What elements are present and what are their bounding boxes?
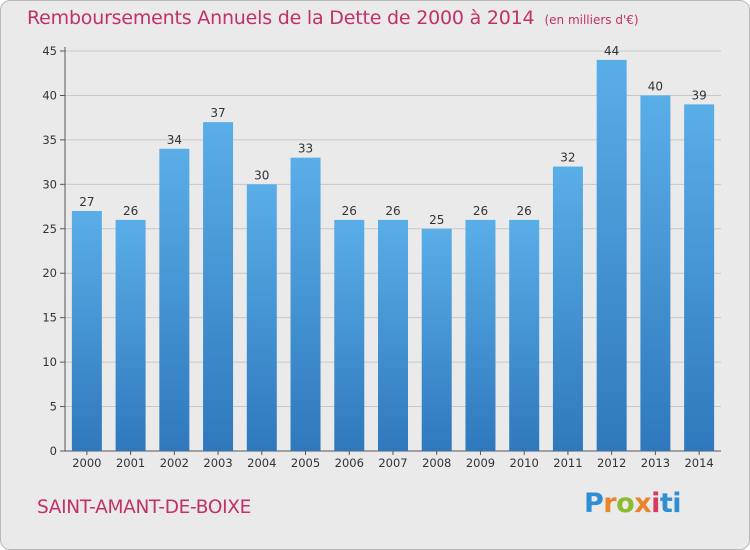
value-label: 30 [254,168,269,182]
value-label: 39 [691,88,706,102]
value-label: 27 [79,195,94,209]
bar-2004 [246,184,277,452]
x-tick-label: 2013 [641,456,670,470]
x-tick-label: 2011 [553,456,582,470]
chart-title-block: Remboursements Annuels de la Dette de 20… [27,7,639,29]
x-tick-label: 2009 [466,456,495,470]
value-label: 40 [648,79,663,93]
y-tick-label: 10 [42,355,57,369]
x-tick-label: 2007 [378,456,407,470]
bar-2008 [421,228,452,451]
value-label: 26 [123,204,138,218]
y-tick-label: 20 [42,266,57,280]
logo-letter: ti [659,488,682,519]
bar-2002 [159,148,190,451]
value-label: 26 [385,204,400,218]
value-label: 26 [517,204,532,218]
value-label: 32 [560,151,575,165]
y-tick-label: 30 [42,177,57,191]
logo-letter: o [616,488,635,519]
value-label: 37 [210,106,225,120]
y-tick-label: 45 [42,44,57,58]
y-tick-label: 5 [50,400,57,414]
x-tick-label: 2008 [422,456,451,470]
x-tick-label: 2014 [684,456,713,470]
bar-2005 [290,157,321,451]
bar-2014 [684,104,715,451]
y-tick-label: 25 [42,222,57,236]
value-label: 25 [429,213,444,227]
labels: 0 5 10 15 20 25 30 35 40 45 27 2000 26 2001 34 2002 37 20… [42,44,713,470]
chart-title: Remboursements Annuels de la Dette de 20… [27,7,535,29]
bar-2011 [552,166,583,452]
value-label: 33 [298,142,313,156]
bar-2001 [115,219,146,451]
bars [71,59,715,452]
y-tick-label: 40 [42,88,57,102]
x-tick-label: 2003 [203,456,232,470]
bar-2009 [465,219,496,451]
bar-2012 [596,59,627,452]
x-tick-label: 2001 [116,456,145,470]
x-tick-label: 2000 [72,456,101,470]
x-tick-label: 2004 [247,456,276,470]
logo-letter: i [651,488,660,519]
bar-2013 [640,95,671,451]
x-tick-label: 2006 [335,456,364,470]
logo-letter: P [584,488,604,519]
x-tick-label: 2002 [160,456,189,470]
value-label: 34 [167,133,182,147]
bar-2006 [334,219,365,451]
bar-2010 [509,219,540,451]
commune-name: SAINT-AMANT-DE-BOIXE [37,497,251,518]
y-tick-label: 0 [50,444,57,458]
unit-note: (en milliers d'€) [544,13,639,27]
bar-2003 [203,122,234,451]
logo-letter: x [634,488,652,519]
x-tick-label: 2012 [597,456,626,470]
y-tick-label: 35 [42,133,57,147]
logo-letter: r [603,488,617,519]
x-tick-label: 2010 [510,456,539,470]
value-label: 26 [342,204,357,218]
y-tick-label: 15 [42,311,57,325]
value-label: 44 [604,44,619,58]
proxiti-logo: Proxiti [584,488,682,519]
bar-2007 [378,219,408,451]
value-label: 26 [473,204,488,218]
bar-2000 [71,211,102,451]
x-tick-label: 2005 [291,456,320,470]
